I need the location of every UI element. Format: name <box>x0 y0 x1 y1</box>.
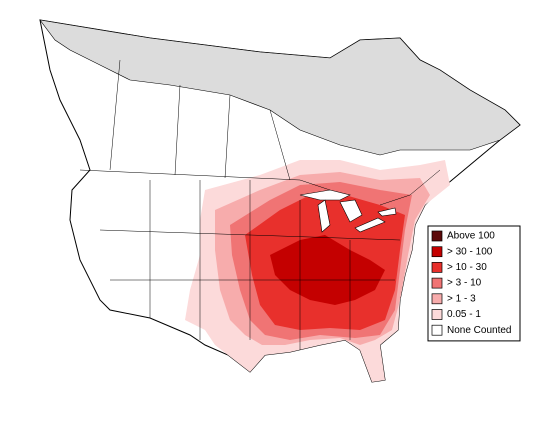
legend-label: None Counted <box>447 325 512 336</box>
legend-swatch <box>431 277 443 289</box>
legend: Above 100 > 30 - 100 > 10 - 30 > 3 - 10 > 1 … <box>427 225 521 342</box>
legend-swatch <box>431 262 443 273</box>
legend-swatch <box>431 293 443 305</box>
legend-swatch <box>431 246 443 258</box>
legend-label: > 30 - 100 <box>447 246 493 257</box>
legend-label: > 1 - 3 <box>447 293 476 304</box>
legend-swatch <box>431 309 443 320</box>
legend-box <box>427 225 521 342</box>
legend-label: Above 100 <box>447 231 495 242</box>
no-data-region <box>39 19 521 156</box>
boundaries <box>79 59 441 350</box>
legend-swatch <box>431 324 443 336</box>
legend-label: 0.05 - 1 <box>447 309 481 320</box>
legend-label: > 10 - 30 <box>447 262 487 273</box>
legend-label: > 3 - 10 <box>447 278 482 289</box>
range-very-high <box>270 235 385 305</box>
lake <box>299 189 397 233</box>
legend-swatch <box>431 230 443 242</box>
